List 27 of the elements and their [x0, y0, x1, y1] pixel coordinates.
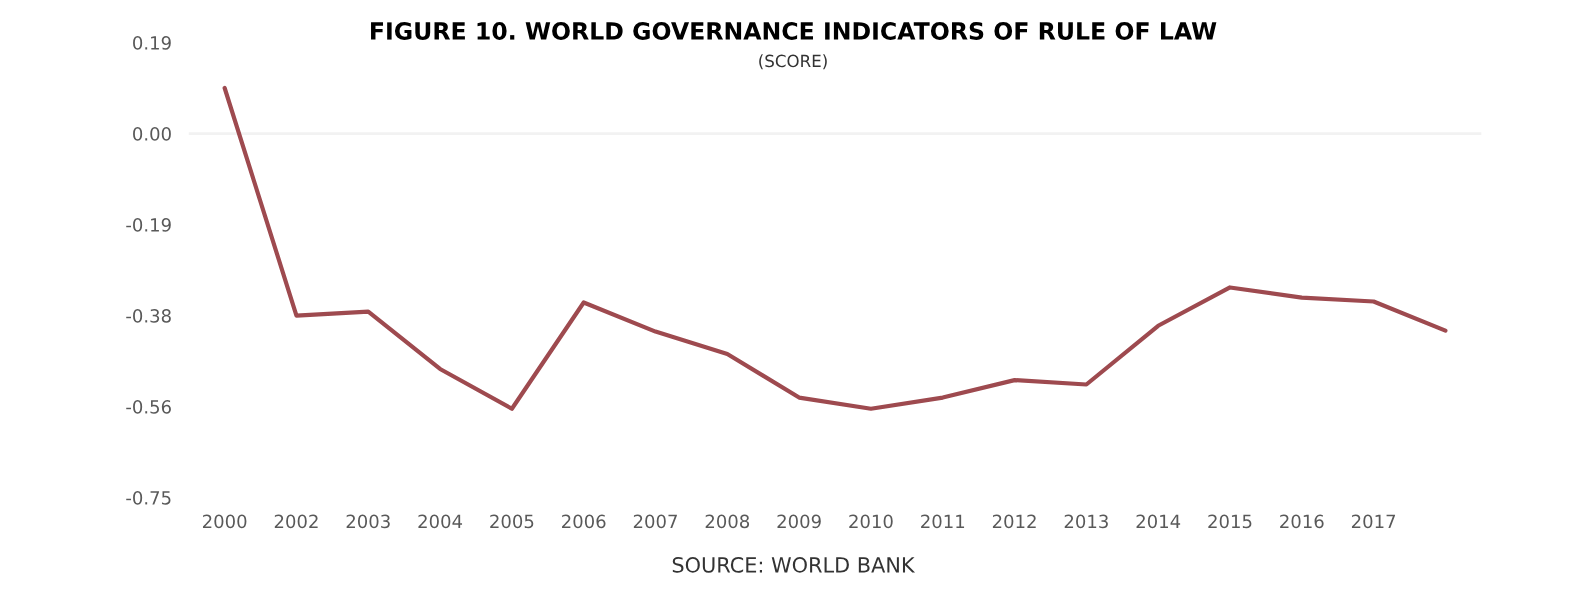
- x-tick-label: 2010: [849, 514, 893, 529]
- x-tick-label: 2012: [992, 514, 1036, 529]
- y-tick-label: -0.38: [126, 309, 171, 323]
- x-tick-label: 2017: [1351, 514, 1396, 529]
- x-tick-label: 2004: [418, 514, 463, 529]
- y-tick-label: 0.19: [133, 36, 171, 50]
- x-tick-label: 2000: [202, 514, 247, 529]
- x-tick-label: 2009: [777, 514, 821, 529]
- y-tick-label: -0.19: [126, 218, 171, 232]
- x-tick-label: 2006: [562, 514, 606, 529]
- x-tick-label: 2015: [1208, 514, 1252, 529]
- x-tick-label: 2005: [490, 514, 534, 529]
- source-note: SOURCE: WORLD BANK: [672, 557, 916, 573]
- chart-title: FIGURE 10. WORLD GOVERNANCE INDICATORS OF RULE OF LAW: [371, 22, 1217, 40]
- x-tick-label: 2014: [1136, 514, 1181, 529]
- text: (SCORE): [759, 54, 827, 70]
- x-tick-label: 2002: [274, 514, 318, 529]
- x-tick-label: 2013: [1064, 514, 1108, 529]
- x-tick-label: 2007: [633, 514, 677, 529]
- y-tick-label: -0.75: [126, 491, 171, 505]
- x-tick-label: 2008: [705, 514, 750, 529]
- x-tick-label: 2016: [1280, 514, 1324, 529]
- line-series: [222, 85, 1448, 411]
- x-tick-label: 2003: [346, 514, 390, 529]
- y-tick-label: 0.00: [133, 127, 171, 141]
- y-tick-label: -0.56: [126, 400, 171, 414]
- x-tick-label: 2011: [921, 514, 965, 529]
